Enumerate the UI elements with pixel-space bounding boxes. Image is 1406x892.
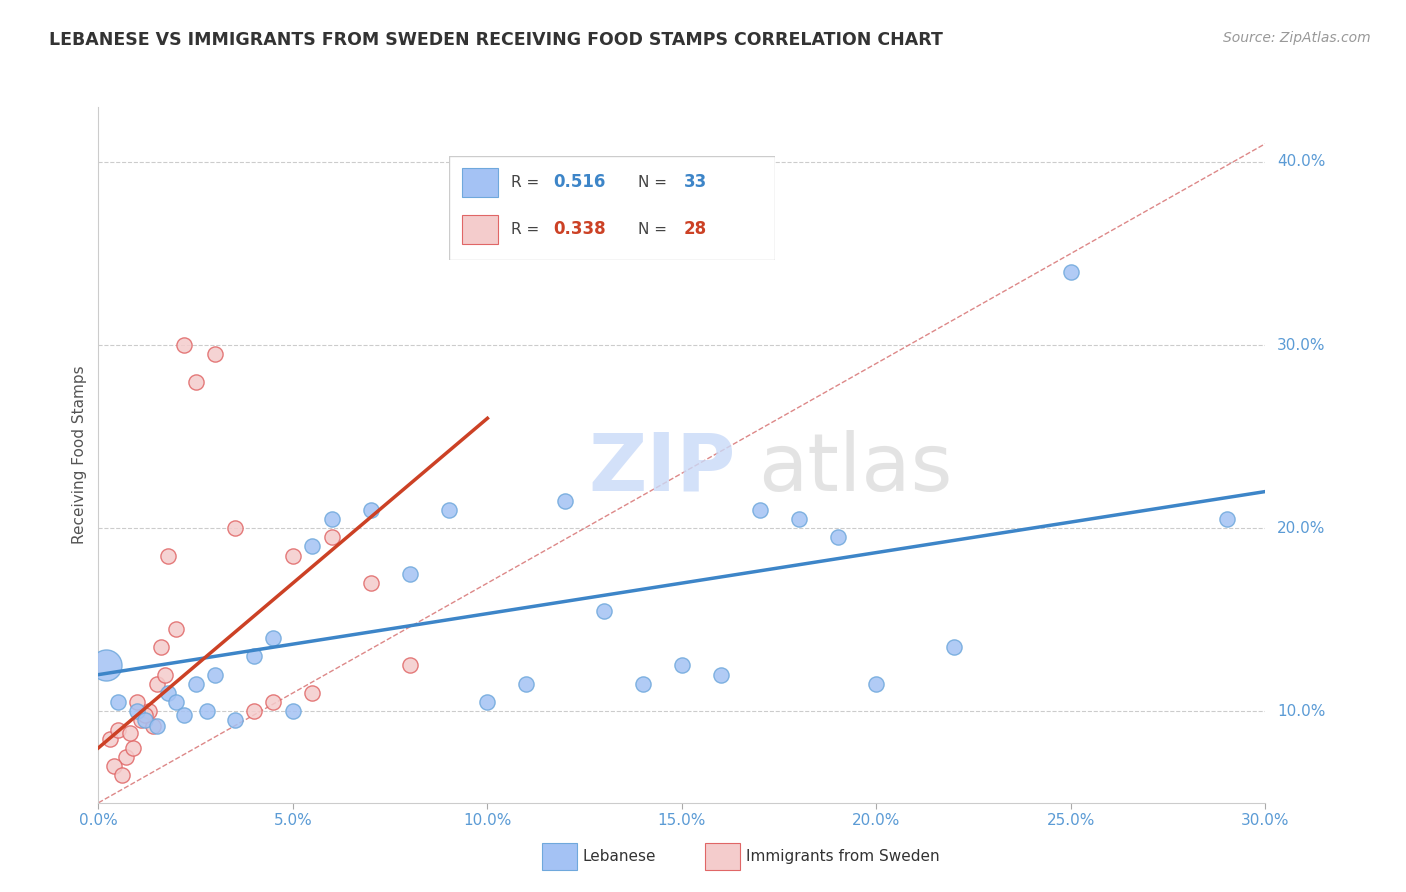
Point bbox=[360, 576, 382, 591]
Point bbox=[243, 704, 266, 718]
Point bbox=[787, 512, 810, 526]
Point bbox=[224, 521, 246, 535]
Text: 0.516: 0.516 bbox=[553, 173, 606, 192]
Point bbox=[360, 503, 382, 517]
Point bbox=[114, 750, 136, 764]
Point bbox=[173, 338, 195, 352]
Point bbox=[146, 719, 169, 733]
Point bbox=[127, 695, 149, 709]
Point bbox=[827, 530, 849, 544]
Point bbox=[321, 530, 343, 544]
Text: N =: N = bbox=[638, 222, 672, 236]
Point bbox=[321, 512, 343, 526]
Point bbox=[127, 704, 149, 718]
Point bbox=[122, 740, 145, 755]
Text: atlas: atlas bbox=[758, 430, 952, 508]
Text: Source: ZipAtlas.com: Source: ZipAtlas.com bbox=[1223, 31, 1371, 45]
Text: 10.0%: 10.0% bbox=[1277, 704, 1326, 719]
Point bbox=[281, 549, 304, 563]
Point bbox=[98, 731, 121, 746]
Point bbox=[111, 768, 134, 782]
Point bbox=[107, 695, 129, 709]
Text: Immigrants from Sweden: Immigrants from Sweden bbox=[747, 849, 939, 863]
Point bbox=[243, 649, 266, 664]
Text: 33: 33 bbox=[683, 173, 707, 192]
Point bbox=[710, 667, 733, 681]
Point bbox=[184, 677, 207, 691]
Point bbox=[593, 603, 616, 617]
Point bbox=[118, 726, 141, 740]
Point bbox=[165, 622, 187, 636]
Point bbox=[398, 566, 420, 581]
Point bbox=[631, 677, 654, 691]
Point bbox=[262, 695, 284, 709]
Point bbox=[224, 714, 246, 728]
FancyBboxPatch shape bbox=[461, 169, 498, 197]
Point bbox=[301, 540, 323, 554]
Text: 40.0%: 40.0% bbox=[1277, 154, 1326, 169]
Text: 20.0%: 20.0% bbox=[1277, 521, 1326, 536]
Point bbox=[165, 695, 187, 709]
Text: N =: N = bbox=[638, 175, 672, 190]
Point bbox=[157, 549, 180, 563]
Point bbox=[1060, 265, 1083, 279]
Point bbox=[515, 677, 537, 691]
Point bbox=[301, 686, 323, 700]
Point bbox=[153, 667, 176, 681]
Point bbox=[477, 695, 499, 709]
Point bbox=[204, 667, 226, 681]
FancyBboxPatch shape bbox=[449, 156, 775, 260]
Point bbox=[184, 375, 207, 389]
Text: 28: 28 bbox=[683, 220, 707, 238]
Point bbox=[107, 723, 129, 737]
Text: ZIP: ZIP bbox=[589, 430, 735, 508]
Point bbox=[671, 658, 693, 673]
Point bbox=[134, 707, 156, 722]
Y-axis label: Receiving Food Stamps: Receiving Food Stamps bbox=[72, 366, 87, 544]
Point bbox=[134, 714, 156, 728]
Point bbox=[262, 631, 284, 645]
Point bbox=[129, 714, 152, 728]
Text: 30.0%: 30.0% bbox=[1277, 337, 1326, 352]
Text: 0.338: 0.338 bbox=[553, 220, 606, 238]
Point bbox=[173, 707, 195, 722]
Point bbox=[748, 503, 770, 517]
Point bbox=[138, 704, 160, 718]
Text: Lebanese: Lebanese bbox=[582, 849, 657, 863]
FancyBboxPatch shape bbox=[461, 215, 498, 244]
Point bbox=[865, 677, 887, 691]
Point bbox=[281, 704, 304, 718]
Point bbox=[554, 493, 576, 508]
Point bbox=[204, 347, 226, 361]
Point bbox=[142, 719, 165, 733]
Point bbox=[943, 640, 966, 655]
Point bbox=[103, 759, 125, 773]
Point bbox=[437, 503, 460, 517]
Point bbox=[195, 704, 218, 718]
Text: R =: R = bbox=[510, 222, 544, 236]
Text: R =: R = bbox=[510, 175, 544, 190]
Text: LEBANESE VS IMMIGRANTS FROM SWEDEN RECEIVING FOOD STAMPS CORRELATION CHART: LEBANESE VS IMMIGRANTS FROM SWEDEN RECEI… bbox=[49, 31, 943, 49]
Point bbox=[96, 658, 118, 673]
Point bbox=[398, 658, 420, 673]
Point bbox=[1215, 512, 1237, 526]
FancyBboxPatch shape bbox=[706, 843, 741, 870]
Point bbox=[149, 640, 172, 655]
FancyBboxPatch shape bbox=[541, 843, 576, 870]
Point bbox=[146, 677, 169, 691]
Point bbox=[157, 686, 180, 700]
